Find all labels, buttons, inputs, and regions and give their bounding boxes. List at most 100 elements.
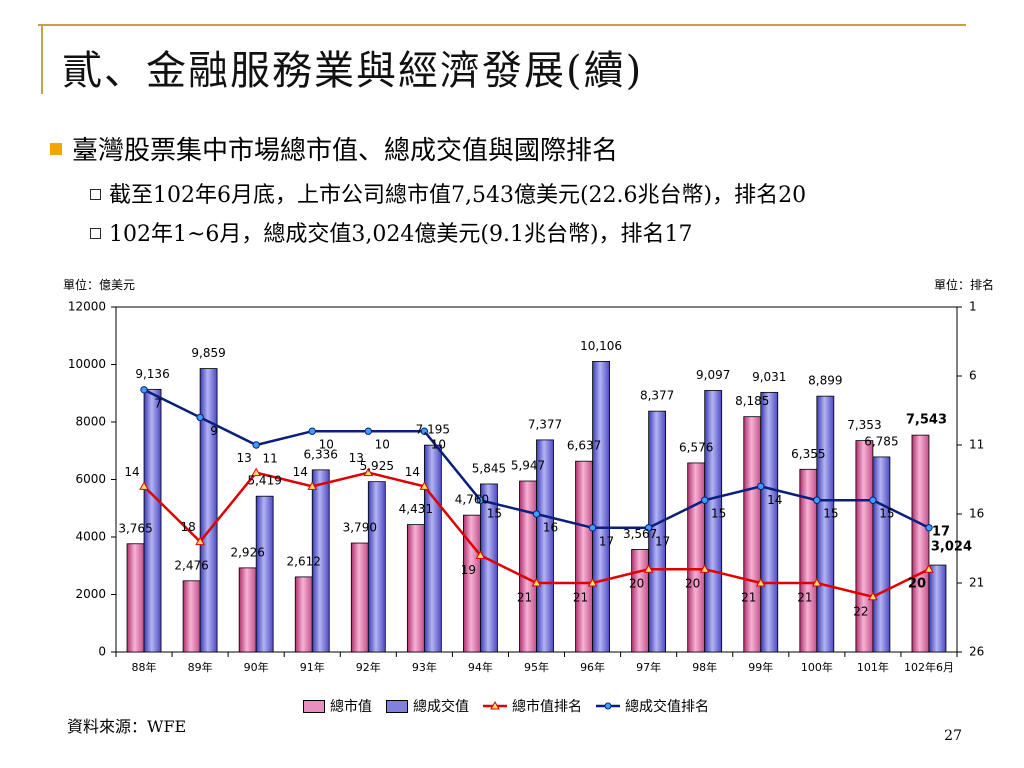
legend-label-trading-value: 總成交值 xyxy=(413,699,469,715)
slide-title: 貳、金融服務業與經濟發展(續) xyxy=(62,48,644,94)
legend-line-market-cap-rank xyxy=(483,700,507,710)
trading-value-data-label: 9,136 xyxy=(135,367,169,381)
bar-market-cap xyxy=(743,416,762,653)
x-axis-tick-label: 97年 xyxy=(636,660,661,674)
trading-value-rank-data-label: 7 xyxy=(154,396,162,410)
trading-value-rank-point xyxy=(588,524,597,532)
market-cap-rank-point xyxy=(587,577,598,587)
legend-circle-marker xyxy=(604,702,612,710)
market-cap-rank-point xyxy=(924,564,934,573)
market-cap-data-label: 6,576 xyxy=(679,440,713,454)
bar-market-cap xyxy=(238,567,257,653)
trading-value-data-label: 5,419 xyxy=(247,474,281,488)
frame-top-rule xyxy=(38,24,966,26)
market-cap-data-label: 2,612 xyxy=(287,554,321,568)
right-axis-unit: 單位：排名 xyxy=(933,278,994,292)
bar-market-cap xyxy=(519,480,537,653)
trading-value-rank-point xyxy=(701,496,709,504)
legend-item-trading-value-rank: 總成交值排名 xyxy=(596,696,709,716)
legend-triangle-marker xyxy=(490,700,500,710)
trading-value-rank-point xyxy=(532,510,541,518)
x-axis-tick-label: 99年 xyxy=(748,660,773,674)
bar-market-cap xyxy=(182,580,201,653)
legend-item-market-cap-rank: 總市值排名 xyxy=(483,696,582,716)
bar-market-cap xyxy=(631,549,650,653)
market-cap-rank-point xyxy=(475,550,486,559)
market-cap-rank-point xyxy=(531,577,542,587)
x-axis-tick-label: 94年 xyxy=(468,660,493,674)
trading-value-rank-point xyxy=(644,524,653,532)
trading-value-rank-data-label: 14 xyxy=(767,493,782,507)
market-cap-data-label: 3,790 xyxy=(343,521,377,535)
bar-market-cap xyxy=(294,576,313,653)
legend-label-market-cap-rank: 總市值排名 xyxy=(512,699,582,715)
trading-value-data-label: 6,336 xyxy=(304,447,338,461)
market-cap-data-label: 6,637 xyxy=(567,439,601,453)
trading-value-rank-data-label: 17 xyxy=(655,534,670,548)
trading-value-rank-data-label: 15 xyxy=(823,507,838,521)
bar-market-cap xyxy=(855,440,874,653)
trading-value-rank-point xyxy=(196,413,204,422)
trading-value-data-label: 8,377 xyxy=(640,389,674,403)
main-bullet: 臺灣股票集中市場總市值、總成交值與國際排名 xyxy=(50,130,618,167)
market-cap-rank-point xyxy=(251,467,262,477)
market-cap-data-label: 2,926 xyxy=(230,545,264,559)
x-axis-tick-label: 93年 xyxy=(412,660,437,674)
left-axis-tick-label: 8000 xyxy=(75,415,106,429)
bar-trading-value xyxy=(592,361,610,653)
sub-bullet-2: 102年1~6月，總成交值3,024億美元(9.1兆台幣)，排名17 xyxy=(90,216,693,248)
trading-value-data-label: 5,925 xyxy=(360,459,394,473)
right-axis-tick-label: 11 xyxy=(969,438,984,452)
market-cap-rank-data-label: 14 xyxy=(293,465,308,479)
market-cap-rank-point xyxy=(195,536,205,546)
market-cap-rank-point xyxy=(307,481,318,490)
market-cap-data-label: 2,476 xyxy=(174,558,208,572)
left-axis-tick-label: 6000 xyxy=(75,472,106,486)
market-cap-rank-data-label: 19 xyxy=(461,563,476,577)
x-axis-tick-label: 98年 xyxy=(692,660,717,674)
trading-value-data-label: 5,845 xyxy=(472,461,506,475)
left-axis-tick-label: 12000 xyxy=(68,300,106,314)
right-axis-tick-label: 21 xyxy=(969,576,984,590)
trading-value-data-label: 8,899 xyxy=(808,374,842,388)
bar-trading-value xyxy=(536,439,554,653)
bar-market-cap xyxy=(350,542,369,653)
trading-value-data-label: 7,377 xyxy=(528,417,562,431)
market-cap-data-label: 5,947 xyxy=(511,459,545,473)
bar-trading-value xyxy=(367,481,386,653)
trading-value-rank-data-label: 17 xyxy=(932,524,950,539)
x-axis-tick-label: 101年 xyxy=(857,660,889,674)
legend-label-market-cap: 總市值 xyxy=(330,699,372,715)
trading-value-data-label: 9,859 xyxy=(191,346,225,360)
market-cap-rank-point xyxy=(363,467,374,477)
market-cap-rank-data-label: 14 xyxy=(405,465,420,479)
x-axis-tick-label: 89年 xyxy=(188,660,213,674)
market-cap-rank-point xyxy=(811,577,822,587)
market-cap-rank-data-label: 20 xyxy=(685,577,700,591)
bar-market-cap xyxy=(687,462,706,653)
bar-market-cap xyxy=(126,543,145,653)
trading-value-rank-point xyxy=(420,427,429,435)
market-cap-rank-data-label: 20 xyxy=(908,577,926,592)
left-axis-tick-label: 0 xyxy=(98,645,106,659)
trading-value-rank-point xyxy=(476,496,485,504)
bar-trading-value xyxy=(480,483,498,653)
market-cap-data-label: 6,355 xyxy=(791,447,825,461)
trading-value-data-label: 10,106 xyxy=(580,339,622,353)
x-axis-tick-label: 102年6月 xyxy=(904,660,954,674)
bar-trading-value xyxy=(648,410,667,653)
market-cap-data-label: 7,543 xyxy=(906,413,947,428)
market-cap-rank-data-label: 13 xyxy=(237,451,252,465)
hollow-square-bullet-icon xyxy=(90,188,101,200)
bar-trading-value xyxy=(704,390,723,653)
x-axis-tick-label: 96年 xyxy=(580,660,605,674)
bar-trading-value xyxy=(199,368,218,653)
bar-trading-value xyxy=(255,495,274,653)
market-cap-rank-data-label: 21 xyxy=(741,591,756,605)
trading-value-rank-data-label: 16 xyxy=(543,521,558,535)
trading-value-data-label: 3,024 xyxy=(931,540,972,555)
trading-value-data-label: 9,031 xyxy=(752,370,786,384)
page-number: 27 xyxy=(944,728,962,744)
trading-value-rank-data-label: 9 xyxy=(210,424,218,438)
